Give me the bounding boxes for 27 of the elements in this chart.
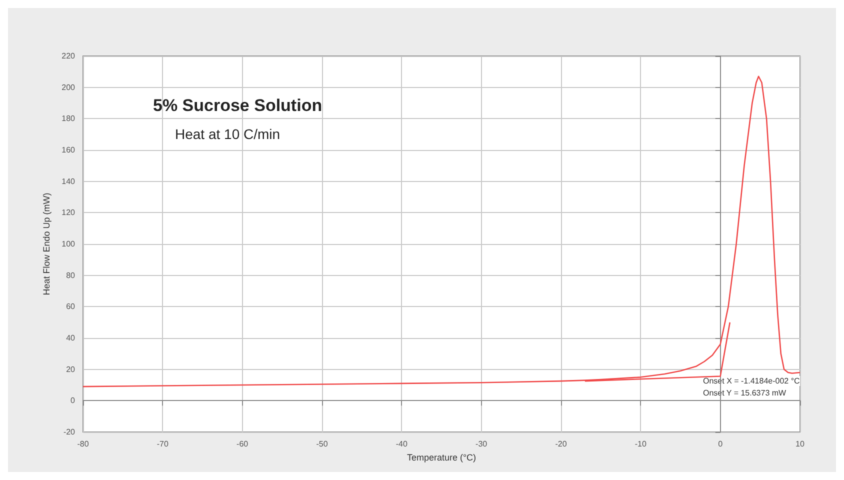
x-tick-label: 10 — [796, 440, 805, 448]
x-tick-label: -20 — [555, 440, 568, 448]
text: Heat at 10 C/min — [175, 126, 280, 142]
y-tick-label: 200 — [62, 82, 76, 92]
y-axis-title: Heat Flow Endo Up (mW) — [41, 192, 52, 296]
y-tick-label: 220 — [62, 52, 76, 60]
x-tick-label: -10 — [634, 440, 647, 448]
x-tick-label: -80 — [77, 440, 90, 448]
y-tick-label: 20 — [66, 364, 76, 374]
y-tick-label: 60 — [66, 302, 76, 312]
x-tick-label: -60 — [236, 440, 249, 448]
y-tick-label: 100 — [62, 240, 76, 248]
y-tick-label: 160 — [62, 146, 76, 154]
y-tick-label: 0 — [70, 396, 76, 406]
x-tick-label: 0 — [718, 440, 724, 448]
y-tick-label: 180 — [62, 114, 76, 124]
x-tick-label: -30 — [476, 440, 488, 448]
y-tick-label: 120 — [62, 208, 76, 218]
x-tick-label: -50 — [316, 440, 328, 448]
text: 5% Sucrose Solution — [153, 96, 322, 115]
x-tick-label: -70 — [156, 440, 169, 448]
x-tick-label: -40 — [396, 440, 408, 448]
y-tick-label: 140 — [62, 176, 76, 186]
y-tick-label: 80 — [66, 270, 76, 280]
y-tick-label: -20 — [63, 428, 76, 436]
y-tick-label: 40 — [66, 334, 76, 342]
x-axis-title: Temperature (°C) — [406, 452, 476, 462]
